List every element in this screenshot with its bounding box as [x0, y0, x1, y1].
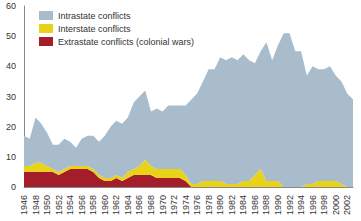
svg-text:1950: 1950	[42, 195, 52, 215]
svg-text:1982: 1982	[227, 195, 237, 215]
svg-text:50: 50	[6, 31, 16, 41]
svg-text:1956: 1956	[77, 195, 87, 215]
svg-text:1966: 1966	[134, 195, 144, 215]
svg-text:1998: 1998	[319, 195, 329, 215]
svg-text:1994: 1994	[296, 195, 306, 215]
svg-text:1958: 1958	[88, 195, 98, 215]
svg-text:1972: 1972	[169, 195, 179, 215]
svg-text:1980: 1980	[215, 195, 225, 215]
svg-text:1990: 1990	[273, 195, 283, 215]
svg-text:1978: 1978	[204, 195, 214, 215]
svg-text:1976: 1976	[192, 195, 202, 215]
svg-text:1954: 1954	[65, 195, 75, 215]
svg-text:1962: 1962	[111, 195, 121, 215]
svg-text:1996: 1996	[308, 195, 318, 215]
svg-text:10: 10	[6, 152, 16, 162]
svg-text:20: 20	[6, 122, 16, 132]
svg-text:1968: 1968	[146, 195, 156, 215]
svg-text:1946: 1946	[19, 195, 29, 215]
svg-text:2000: 2000	[331, 195, 341, 215]
svg-text:40: 40	[6, 61, 16, 71]
svg-text:1992: 1992	[285, 195, 295, 215]
svg-text:1984: 1984	[238, 195, 248, 215]
svg-text:Interstate conflicts: Interstate conflicts	[58, 24, 131, 34]
svg-text:1952: 1952	[54, 195, 64, 215]
svg-text:2002: 2002	[342, 195, 352, 215]
svg-text:1964: 1964	[123, 195, 133, 215]
svg-text:30: 30	[6, 92, 16, 102]
svg-text:60: 60	[6, 1, 16, 11]
svg-text:Intrastate conflicts: Intrastate conflicts	[58, 11, 131, 21]
svg-text:Extrastate conflicts (colonial: Extrastate conflicts (colonial wars)	[58, 37, 194, 47]
svg-text:1974: 1974	[181, 195, 191, 215]
svg-text:1948: 1948	[31, 195, 41, 215]
svg-text:1960: 1960	[100, 195, 110, 215]
svg-text:0: 0	[11, 182, 16, 192]
svg-text:1986: 1986	[250, 195, 260, 215]
svg-text:1988: 1988	[261, 195, 271, 215]
svg-text:1970: 1970	[158, 195, 168, 215]
